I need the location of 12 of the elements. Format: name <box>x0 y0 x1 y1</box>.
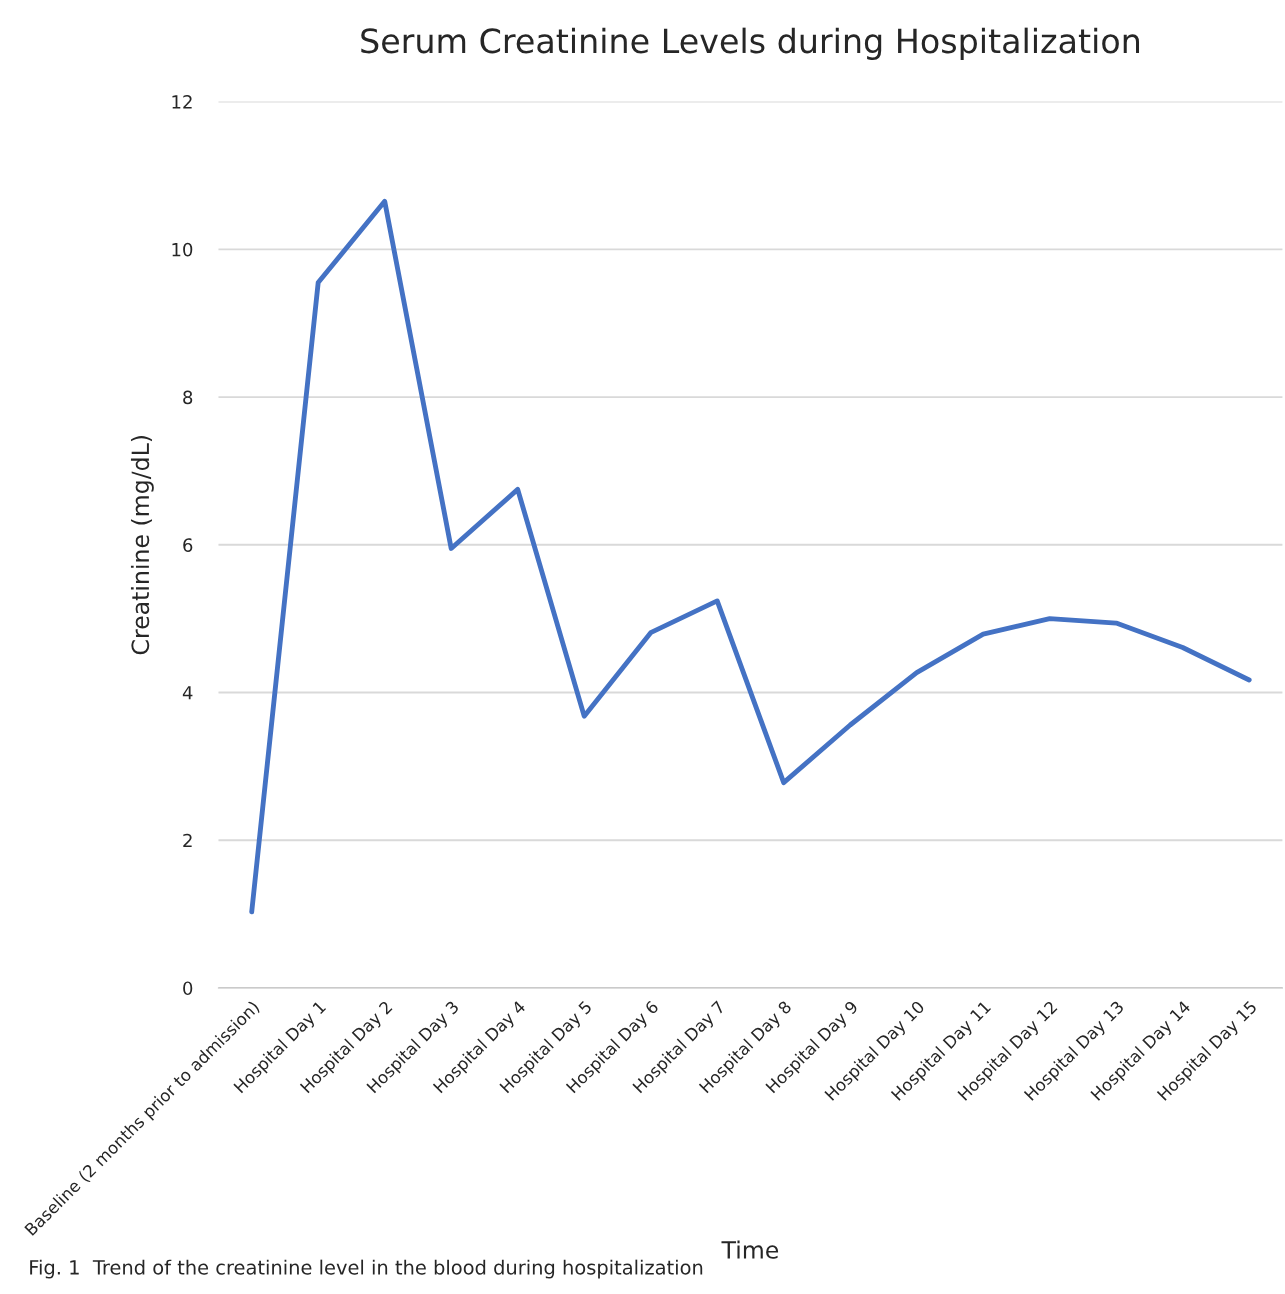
y-tick-label: 2 <box>183 833 192 848</box>
y-axis-title: Creatinine (mg/dL) <box>130 436 154 655</box>
caption: Fig. 1 Trend of the creatinine level in the blood during hospitalization <box>30 1259 703 1279</box>
y-tick-label: 12 <box>172 95 192 109</box>
y-tick-label: 8 <box>183 390 193 405</box>
y-tick-label: 10 <box>172 242 193 257</box>
y-tick-label: 4 <box>182 686 193 700</box>
y-tick-label: 6 <box>183 538 193 552</box>
chart-title: Serum Creatinine Levels during Hospitalization <box>361 27 1140 60</box>
x-axis-title: Time <box>721 1240 779 1259</box>
line-series <box>249 198 1252 915</box>
y-tick-label: 0 <box>183 981 193 996</box>
